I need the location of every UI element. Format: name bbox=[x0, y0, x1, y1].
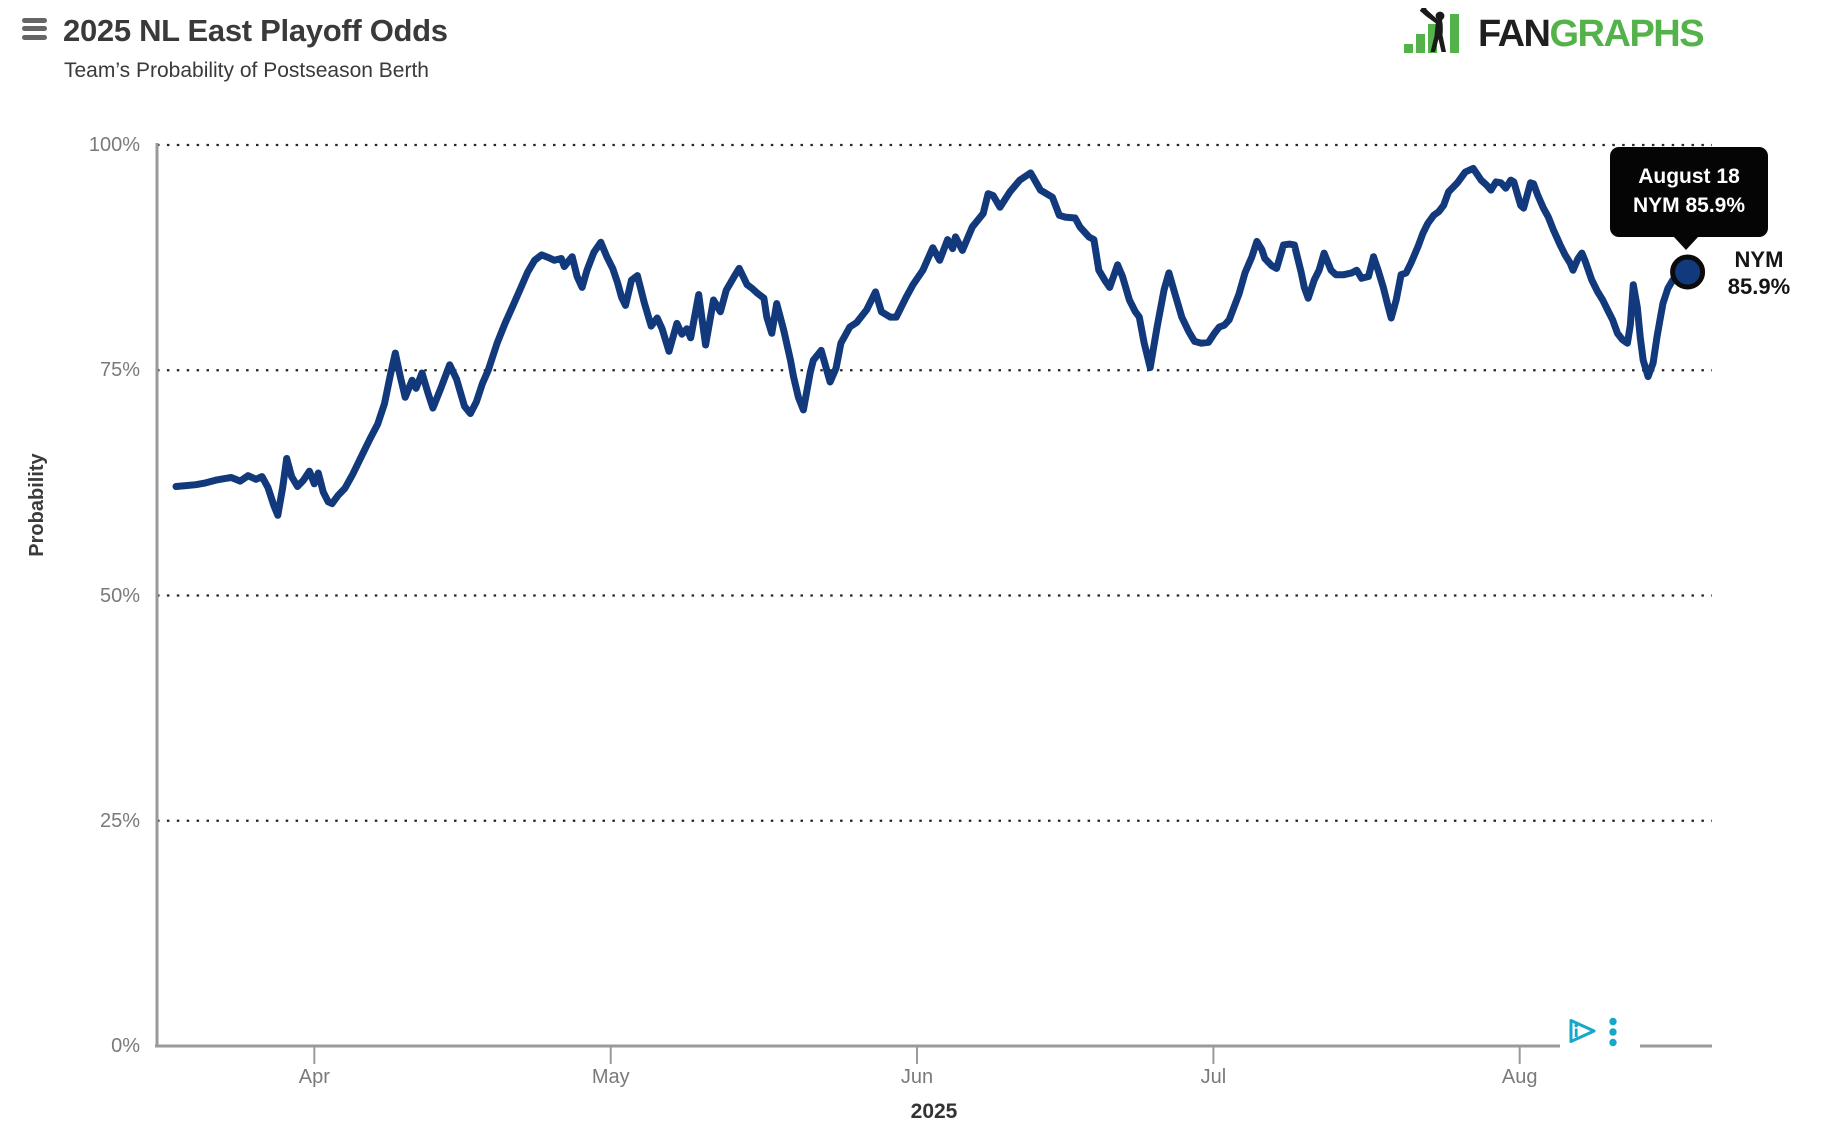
series-end-label: NYM 85.9% bbox=[1722, 246, 1796, 300]
x-tick-label-May: May bbox=[591, 1066, 630, 1088]
ad-options-kebab-icon[interactable] bbox=[1608, 1017, 1618, 1047]
tooltip-arrow bbox=[1674, 237, 1698, 250]
fangraphs-logo-text: FANGRAPHS bbox=[1478, 12, 1705, 56]
end-label-team: NYM bbox=[1734, 247, 1784, 272]
logo-bar-short bbox=[1416, 34, 1425, 53]
y-tick-label-100%: 100% bbox=[88, 134, 140, 156]
ad-backdrop bbox=[1560, 1012, 1640, 1050]
series-line-NYM bbox=[172, 164, 1692, 519]
fangraphs-logo[interactable]: FANGRAPHS bbox=[1402, 8, 1705, 56]
y-tick-label-0%: 0% bbox=[111, 1035, 140, 1057]
y-tick-label-25%: 25% bbox=[99, 809, 140, 832]
fangraphs-logo-mark bbox=[1404, 8, 1459, 53]
end-label-value: 85.9% bbox=[1727, 274, 1791, 299]
tooltip: August 18 NYM 85.9% bbox=[1610, 147, 1768, 250]
page-title: 2025 NL East Playoff Odds bbox=[63, 13, 448, 48]
ad-icons bbox=[1568, 1017, 1618, 1047]
x-tick-label-Jun: Jun bbox=[900, 1066, 934, 1088]
page-subtitle: Team’s Probability of Postseason Berth bbox=[64, 59, 429, 82]
logo-text-graphs: GRAPHS bbox=[1549, 13, 1705, 55]
menu-bar bbox=[22, 34, 47, 40]
x-tick-label-Aug: Aug bbox=[1501, 1066, 1538, 1088]
y-tick-label-50%: 50% bbox=[99, 584, 140, 607]
end-point-marker[interactable] bbox=[1670, 254, 1706, 290]
adchoices-icon[interactable] bbox=[1568, 1017, 1598, 1045]
y-tick-label-75%: 75% bbox=[99, 359, 140, 382]
menu-bar bbox=[22, 26, 47, 32]
x-tick-label-Apr: Apr bbox=[298, 1066, 330, 1088]
menu-icon[interactable] bbox=[22, 18, 48, 44]
logo-text-fan: FAN bbox=[1478, 13, 1551, 55]
tooltip-value: NYM 85.9% bbox=[1632, 194, 1746, 217]
y-axis-title: Probability bbox=[26, 453, 48, 557]
x-tick-label-Jul: Jul bbox=[1200, 1066, 1227, 1088]
fangraphs-logo-batter bbox=[1419, 8, 1446, 52]
logo-bar-tall bbox=[1450, 14, 1459, 53]
logo-bar-mid bbox=[1428, 24, 1437, 53]
tooltip-date: August 18 bbox=[1638, 165, 1740, 188]
x-axis-title: 2025 bbox=[910, 1100, 958, 1123]
logo-bar-dot bbox=[1404, 44, 1413, 53]
menu-bar bbox=[22, 18, 47, 23]
